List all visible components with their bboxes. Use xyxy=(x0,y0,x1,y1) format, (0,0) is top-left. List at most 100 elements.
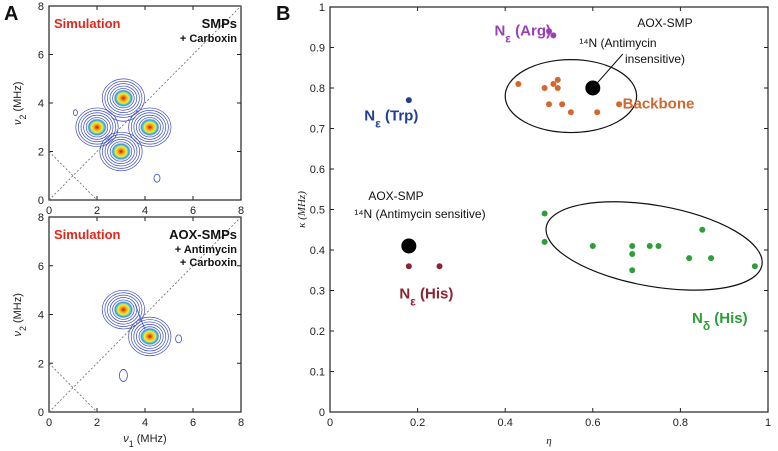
data-point xyxy=(629,267,636,274)
data-point xyxy=(554,85,561,91)
y-tick-label: 8 xyxy=(38,212,44,224)
y-tick-label: 2 xyxy=(38,147,44,159)
contour-ring xyxy=(109,85,138,111)
y-axis-title: ν2 (MHz) xyxy=(12,293,28,336)
anti-diagonal-line xyxy=(48,362,98,413)
y-tick-label: 0.8 xyxy=(310,83,325,95)
contour-ring xyxy=(107,83,140,114)
x-tick-label: 0.8 xyxy=(673,417,688,429)
contour-blob xyxy=(175,334,183,344)
data-point xyxy=(554,76,561,83)
contour-core xyxy=(113,89,134,108)
annotation-text: insensitive) xyxy=(625,52,685,66)
simulation-label: Simulation xyxy=(54,16,121,31)
diagonal-line xyxy=(48,216,242,413)
data-point xyxy=(541,238,548,245)
treatment-label: + Antimycin xyxy=(175,244,238,256)
x-tick-label: 0 xyxy=(46,417,52,429)
data-point xyxy=(550,32,557,39)
group-label: Nε (Trp) xyxy=(364,107,418,130)
x-tick-label: 8 xyxy=(238,417,244,429)
treatment-label: + Carboxin xyxy=(180,257,237,269)
contour-peak xyxy=(101,78,145,118)
contour-ring xyxy=(130,109,169,145)
contour-ridge xyxy=(111,117,136,122)
data-point xyxy=(699,226,706,233)
sample-label: AOX-SMPs xyxy=(169,227,237,242)
x-tick-label: 6 xyxy=(190,205,196,217)
data-point xyxy=(546,28,552,35)
y-tick-label: 0.3 xyxy=(310,286,325,298)
contour-blob xyxy=(119,369,128,382)
cluster-ellipse xyxy=(545,201,763,291)
x-tick-label: 0 xyxy=(327,417,333,429)
contour-ring xyxy=(104,80,143,116)
contour-ring xyxy=(128,316,172,357)
y-tick-label: 1 xyxy=(319,2,325,14)
contour-blob xyxy=(73,109,78,117)
x-tick-label: 0 xyxy=(46,205,52,217)
contour-ring xyxy=(138,117,161,138)
data-point xyxy=(751,263,758,270)
y-tick-label: 0.1 xyxy=(310,367,325,379)
panel-label-b: B xyxy=(276,3,290,25)
x-tick-label: 0.6 xyxy=(585,417,600,429)
contour-peak xyxy=(128,107,172,147)
data-point xyxy=(436,263,443,270)
y-tick-label: 0.2 xyxy=(310,326,325,338)
contour-core xyxy=(87,118,107,137)
contour-ring xyxy=(109,141,133,162)
y-tick-label: 0.6 xyxy=(310,164,325,176)
contour-core xyxy=(111,142,131,161)
contour-ring xyxy=(133,321,167,352)
x-tick-label: 0.2 xyxy=(410,417,425,429)
contour-ring xyxy=(104,136,138,167)
x-axis-title: ν1 (MHz) xyxy=(123,433,166,449)
contour-ring xyxy=(101,78,145,118)
annotation-text: ¹⁴N (Antimycin sensitive) xyxy=(354,207,485,221)
contour-ring xyxy=(136,114,164,140)
treatment-label: + Carboxin xyxy=(180,33,237,45)
x-tick-label: 2 xyxy=(94,417,100,429)
contour-ring xyxy=(104,292,143,327)
y-tick-label: 0.5 xyxy=(310,205,325,217)
panel-label-a: A xyxy=(4,3,18,25)
contour-ring xyxy=(107,294,140,325)
data-point xyxy=(629,251,636,258)
x-tick-label: 4 xyxy=(142,205,148,217)
x-tick-label: 1 xyxy=(765,417,771,429)
x-tick-label: 4 xyxy=(142,417,148,429)
contour-ring xyxy=(101,289,145,330)
y-tick-label: 0 xyxy=(38,195,44,207)
cluster-ellipse xyxy=(504,59,638,134)
y-tick-label: 0.9 xyxy=(310,43,325,55)
contour-ring xyxy=(85,117,109,138)
y-axis-title: κ (MHz) xyxy=(296,191,308,228)
x-axis-title: η xyxy=(546,435,551,447)
x-tick-label: 0.4 xyxy=(498,417,513,429)
group-label: Nε (His) xyxy=(399,286,453,309)
anti-diagonal-line xyxy=(48,151,98,201)
contour-ring xyxy=(112,299,135,320)
annotation-text: AOX-SMP xyxy=(637,16,692,30)
y-axis-title: ν2 (MHz) xyxy=(12,82,28,125)
y-tick-label: 4 xyxy=(38,98,44,110)
contour-peak xyxy=(99,131,143,172)
data-point xyxy=(515,80,522,87)
x-tick-label: 8 xyxy=(238,205,244,217)
group-label: Nδ (His) xyxy=(692,310,748,333)
contour-ring xyxy=(112,88,135,109)
y-tick-label: 0 xyxy=(319,407,325,419)
y-tick-label: 0.4 xyxy=(310,245,325,257)
scatter-plot-frame xyxy=(329,6,769,413)
contour-ring xyxy=(80,112,114,143)
annotation-text: ¹⁴N (Antimycin xyxy=(579,36,656,50)
contour-ring xyxy=(136,323,164,349)
y-tick-label: 4 xyxy=(38,310,44,322)
y-tick-label: 2 xyxy=(38,358,44,370)
data-point xyxy=(594,109,601,116)
contour-peak xyxy=(75,107,119,147)
data-point xyxy=(708,255,715,262)
aox-smp-point xyxy=(401,238,417,254)
